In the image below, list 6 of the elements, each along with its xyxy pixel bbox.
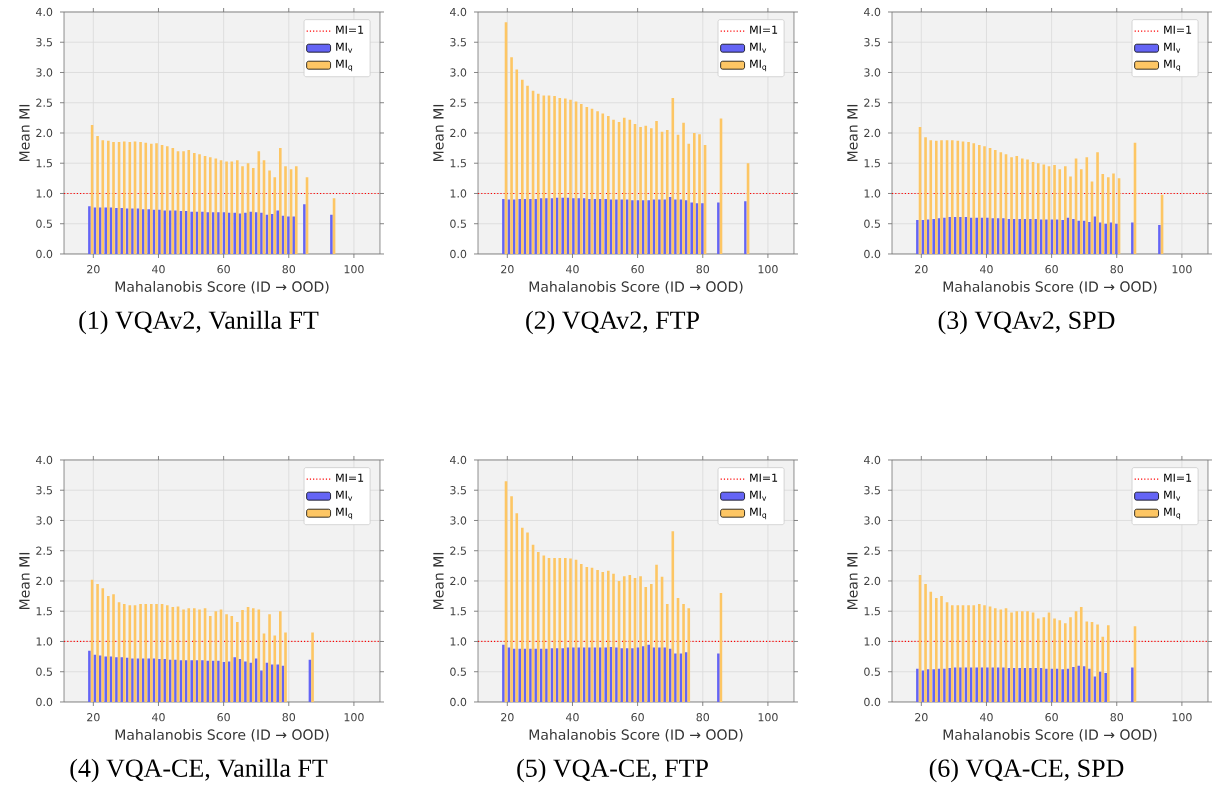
text: (4) VQA-CE, Vanilla FT	[70, 758, 328, 783]
text: (2) VQAv2, FTP	[526, 310, 699, 335]
text: (6) VQA-CE, SPD	[929, 758, 1124, 783]
text: (5) VQA-CE, FTP	[517, 758, 708, 783]
text: (3) VQAv2, SPD	[938, 310, 1115, 335]
text: (1) VQAv2, Vanilla FT	[79, 310, 319, 335]
